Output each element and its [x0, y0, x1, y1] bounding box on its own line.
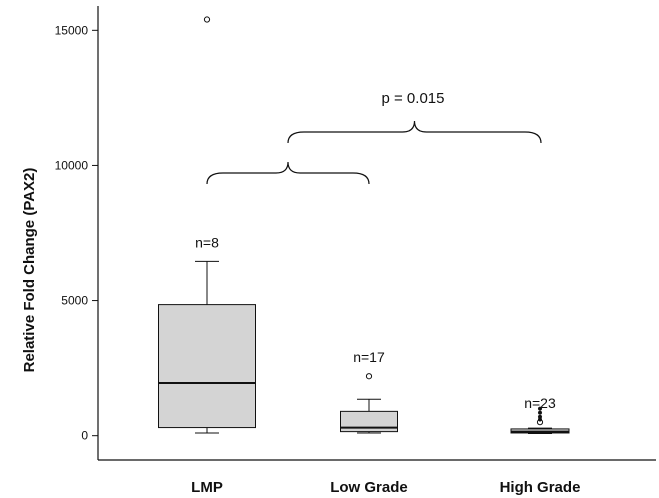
n-label: n=23	[524, 395, 556, 411]
y-tick-label: 15000	[55, 23, 89, 37]
extreme-point	[537, 414, 543, 419]
extreme-point	[537, 410, 543, 415]
extreme-point	[537, 406, 543, 411]
significance-brackets	[206, 120, 542, 185]
x-category-label: Low Grade	[330, 479, 408, 496]
p-value-label: p = 0.015	[382, 90, 445, 107]
iqr-box	[158, 304, 256, 429]
n-label: n=8	[195, 234, 219, 250]
bracket-lmp-vs-low-grade	[206, 161, 370, 185]
box-group-low-grade: n=17 Low Grade	[330, 349, 408, 496]
outlier-point	[365, 373, 373, 380]
box-group-high-grade: n=23 High Grade	[500, 395, 581, 496]
outlier-point	[203, 16, 211, 23]
bracket-overall	[287, 120, 542, 144]
y-tick-label: 0	[81, 429, 88, 443]
y-axis-title: Relative Fold Change (PAX2)	[21, 168, 38, 373]
y-ticks: 0 5000 10000 15000	[55, 23, 98, 443]
box-group-lmp: n=8 LMP	[158, 16, 256, 496]
y-tick-label: 5000	[61, 294, 88, 308]
x-category-label: High Grade	[500, 479, 581, 496]
y-tick-label: 10000	[55, 158, 89, 172]
x-category-label: LMP	[191, 479, 223, 496]
axes	[97, 6, 656, 461]
iqr-box	[340, 410, 398, 433]
n-label: n=17	[353, 349, 385, 365]
boxes: n=8 LMP n=17 Low Grade n=23 High Grade	[158, 16, 581, 496]
